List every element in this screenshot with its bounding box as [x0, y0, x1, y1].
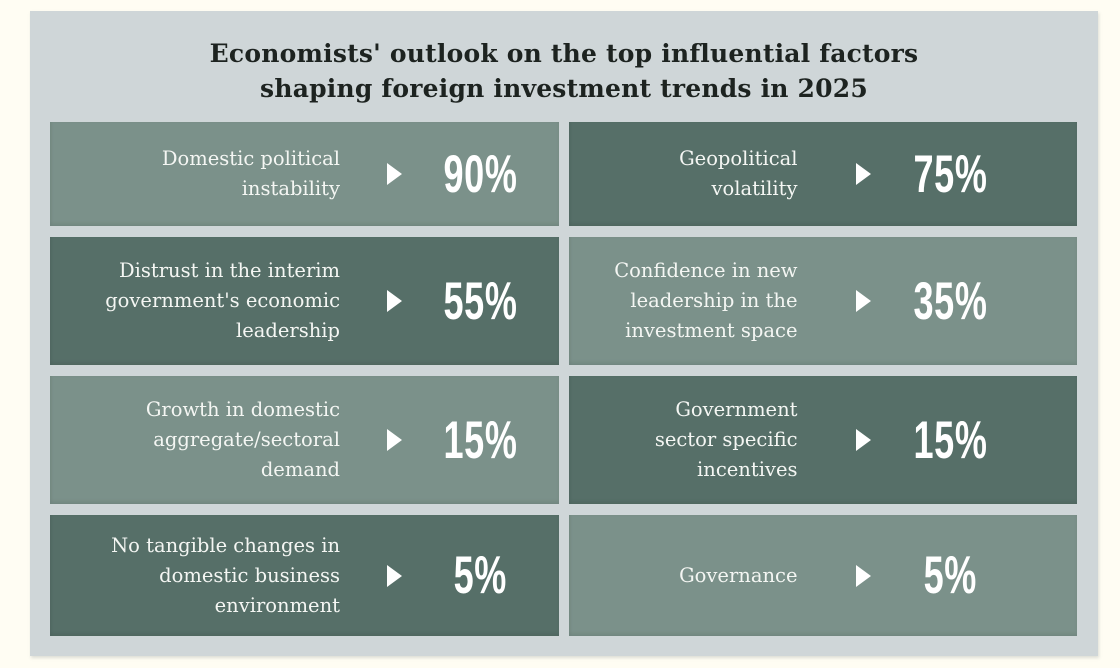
stat-card-domestic-political-instability: Domestic political instability 90% — [50, 122, 559, 226]
factor-label: Growth in domestic aggregate/sectoral de… — [145, 398, 340, 481]
factor-label: Geopolitical volatility — [679, 147, 798, 200]
arrow-right-icon — [387, 564, 402, 587]
arrow-right-icon — [387, 429, 402, 451]
stat-card-geopolitical-volatility: Geopolitical volatility 75% — [568, 122, 1077, 226]
stat-card-distrust-interim-government: Distrust in the interim government's eco… — [50, 237, 559, 365]
stat-card-no-tangible-changes: No tangible changes in domestic business… — [50, 515, 559, 636]
factor-label: Governance — [679, 563, 798, 587]
chart-title-line-1: Economists' outlook on the top influenti… — [209, 39, 919, 68]
arrow-right-icon — [387, 163, 402, 185]
percentage-value: 5% — [453, 546, 507, 605]
arrow-right-icon — [855, 163, 871, 185]
percentage-value: 90% — [443, 144, 518, 204]
factor-label: Government sector specific incentives — [654, 398, 798, 481]
percentage-value: 5% — [924, 546, 978, 605]
stat-card-grid: Domestic political instability 90% Geopo… — [50, 122, 1077, 636]
percentage-value: 35% — [913, 271, 988, 331]
stat-card-government-sector-incentives: Government sector specific incentives 15… — [568, 376, 1077, 504]
chart-title-line-2: shaping foreign investment trends in 202… — [260, 74, 868, 103]
stat-card-confidence-new-leadership: Confidence in new leadership in the inve… — [568, 237, 1077, 365]
percentage-value: 75% — [913, 144, 988, 204]
chart-title: Economists' outlook on the top influenti… — [30, 11, 1098, 106]
infographic-panel: Economists' outlook on the top influenti… — [30, 11, 1098, 656]
factor-label: Domestic political instability — [161, 147, 340, 200]
stat-card-governance: Governance 5% — [568, 515, 1077, 636]
arrow-right-icon — [855, 429, 871, 451]
arrow-right-icon — [387, 290, 402, 312]
arrow-right-icon — [855, 564, 871, 587]
stat-card-growth-domestic-demand: Growth in domestic aggregate/sectoral de… — [50, 376, 559, 504]
percentage-value: 15% — [913, 410, 988, 470]
percentage-value: 15% — [443, 410, 518, 470]
factor-label: Confidence in new leadership in the inve… — [614, 259, 798, 342]
arrow-right-icon — [855, 290, 871, 312]
factor-label: Distrust in the interim government's eco… — [105, 259, 340, 342]
percentage-value: 55% — [443, 271, 518, 331]
factor-label: No tangible changes in domestic business… — [111, 533, 340, 617]
